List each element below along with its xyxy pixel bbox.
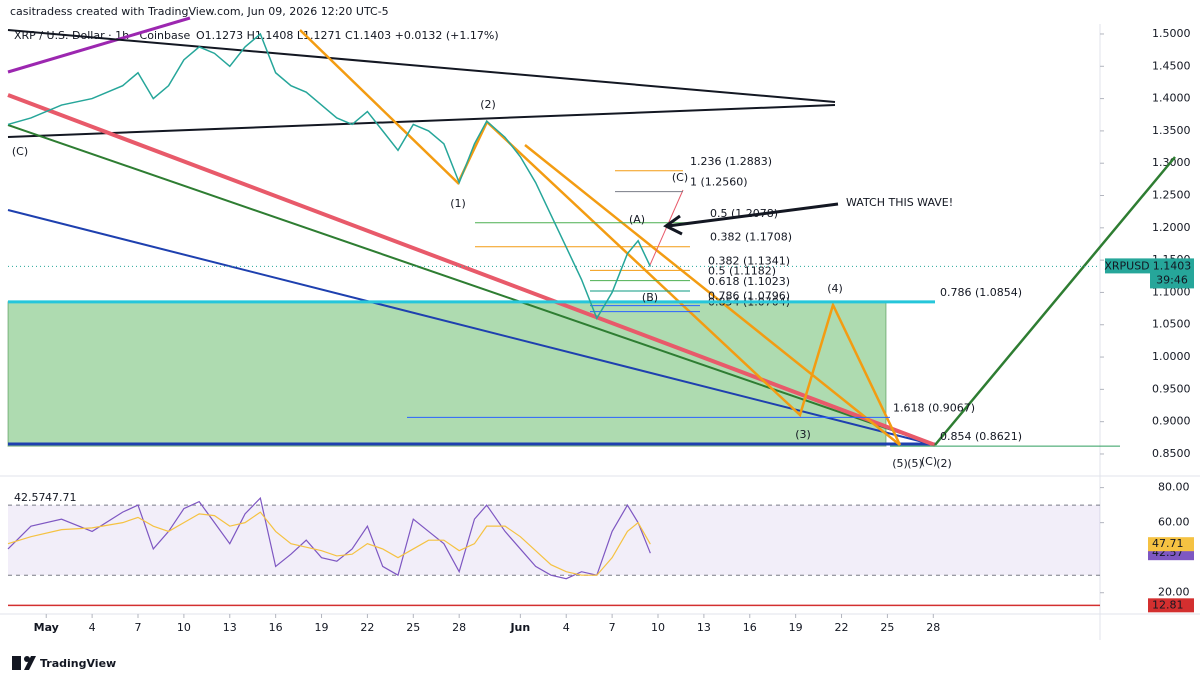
wave-path	[524, 144, 901, 446]
wave-label: (1)	[450, 197, 466, 210]
x-tick-label: May	[34, 621, 59, 634]
y-tick-label: 1.5000	[1152, 27, 1191, 40]
fib-label: 0.382 (1.1708)	[710, 231, 792, 244]
wave-label: (C)	[921, 455, 937, 468]
level-tag-bg	[1148, 598, 1194, 613]
wave-label: (2)	[480, 98, 496, 111]
fib-label: 0.5 (1.1182)	[708, 265, 776, 278]
price-tag-bg	[1105, 258, 1150, 274]
x-tick-label: 16	[743, 621, 757, 634]
logo-mark	[24, 656, 36, 670]
y-tick-label: 1.0500	[1152, 318, 1191, 331]
x-tick-label: 13	[223, 621, 237, 634]
x-tick-label: Jun	[509, 621, 530, 634]
x-tick-label: 25	[406, 621, 420, 634]
fib-label: 0.786 (1.0854)	[940, 286, 1022, 299]
fib-label: 1 (1.2560)	[690, 176, 748, 189]
x-tick-label: 10	[651, 621, 665, 634]
price-tag-bg	[1150, 258, 1194, 289]
y-tick-label: 1.0000	[1152, 350, 1191, 363]
trend-line	[7, 29, 836, 103]
x-tick-label: 16	[269, 621, 283, 634]
price-tag-symbol: XRPUSD	[1104, 259, 1149, 272]
forecast-path	[934, 156, 1176, 446]
x-tick-label: 7	[135, 621, 142, 634]
fib-label: 0.854 (0.8621)	[940, 430, 1022, 443]
trend-line	[7, 124, 936, 446]
x-tick-label: 22	[360, 621, 374, 634]
x-tick-label: 22	[835, 621, 849, 634]
rsi-tag: 47.71	[1152, 537, 1184, 550]
y-tick-label: 1.3500	[1152, 124, 1191, 137]
trend-line	[7, 16, 191, 74]
x-tick-label: 19	[789, 621, 803, 634]
target-zone	[7, 301, 887, 447]
y-tick-label: 0.9000	[1152, 415, 1191, 428]
wave-label: (A)	[629, 213, 645, 226]
x-tick-label: 28	[452, 621, 466, 634]
wave-label: (2)	[936, 457, 952, 470]
level-tag: 12.81	[1152, 598, 1184, 611]
rsi-line	[7, 511, 651, 576]
y-tick-label: 20.00	[1158, 586, 1190, 599]
rsi-line	[7, 496, 651, 580]
y-tick-label: 1.2000	[1152, 221, 1191, 234]
trend-line	[7, 93, 936, 447]
wave-label: (C)	[12, 145, 28, 158]
x-tick-label: 10	[177, 621, 191, 634]
rsi-tag-bg	[1148, 537, 1194, 552]
y-tick-label: 80.00	[1158, 481, 1190, 494]
logo-mark	[24, 656, 30, 662]
ohlc: O1.1273 H1.1408 L1.1271 C1.1403 +0.0132 …	[196, 29, 499, 42]
x-tick-label: 19	[315, 621, 329, 634]
fib-label: 1.618 (0.9067)	[893, 401, 975, 414]
y-tick-label: 0.9500	[1152, 382, 1191, 395]
wave-label: (3)	[795, 428, 811, 441]
header: casitradess created with TradingView.com…	[10, 5, 389, 18]
trend-line	[7, 104, 836, 138]
wave-label: (5)	[892, 457, 908, 470]
x-tick-label: 7	[609, 621, 616, 634]
x-tick-label: 4	[89, 621, 96, 634]
wave-label: (B)	[642, 291, 658, 304]
price-line	[7, 32, 652, 320]
price-tag-price: 1.1403	[1153, 259, 1192, 272]
x-tick-label: 4	[563, 621, 570, 634]
annotation: WATCH THIS WAVE!	[846, 196, 953, 209]
wave-path	[299, 29, 902, 446]
logo-text: TradingView	[40, 657, 116, 670]
logo-mark	[12, 656, 21, 670]
fib-label: 1.236 (1.2883)	[690, 155, 772, 168]
y-tick-label: 1.4500	[1152, 59, 1191, 72]
y-tick-label: 1.1000	[1152, 285, 1191, 298]
logo: TradingView	[12, 656, 116, 670]
annotation-arrow	[663, 202, 839, 236]
x-tick-label: 25	[880, 621, 894, 634]
symbol-title: XRP / U.S. Dollar · 1h · Coinbase	[14, 29, 190, 42]
rsi-band	[8, 505, 1100, 576]
fib-label: 0.5 (1.2078)	[710, 207, 778, 220]
rsi-legend-value: 42.57	[14, 491, 46, 504]
wave-label: (5)	[907, 457, 923, 470]
x-tick-label: 13	[697, 621, 711, 634]
trend-line	[7, 209, 936, 446]
y-tick-label: 1.4000	[1152, 92, 1191, 105]
fib-label: 0.382 (1.1341)	[708, 254, 790, 267]
fib-label: 0.618 (1.1023)	[708, 275, 790, 288]
y-tick-label: 0.8500	[1152, 447, 1191, 460]
price-tag-countdown: 39:46	[1156, 273, 1188, 286]
wave-label: (C)	[672, 171, 688, 184]
y-tick-label: 1.2500	[1152, 189, 1191, 202]
wave-label: (4)	[827, 282, 843, 295]
fib-label: 0.786 (1.0796)	[708, 290, 790, 303]
x-tick-label: 28	[926, 621, 940, 634]
y-tick-label: 60.00	[1158, 516, 1190, 529]
rsi-legend-value: 47.71	[45, 491, 77, 504]
